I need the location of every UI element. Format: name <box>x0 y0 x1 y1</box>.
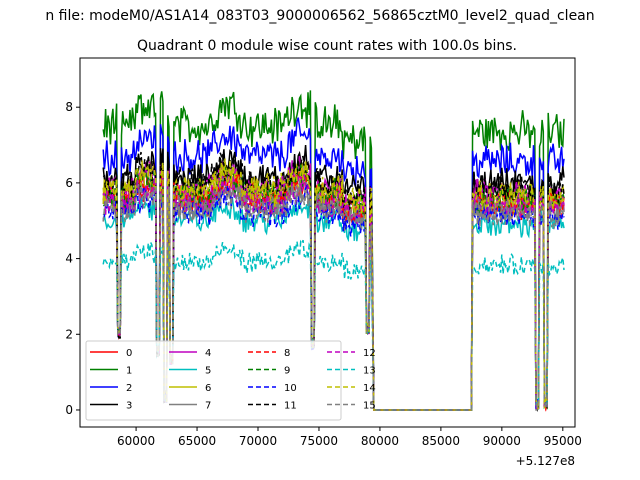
x-axis-offset-label: +5.127e8 <box>516 454 575 468</box>
x-axis: 60000 65000 70000 75000 80000 85000 90000 95000 <box>117 427 582 448</box>
x-tick-label: 65000 <box>178 434 216 448</box>
figure-suptitle: n file: modeM0/AS1A14_083T03_9000006562_… <box>45 8 594 24</box>
legend-label: 15 <box>363 401 376 412</box>
y-tick-label: 0 <box>65 403 73 417</box>
legend-label: 0 <box>126 348 132 359</box>
legend-label: 1 <box>126 366 132 377</box>
legend-box <box>85 340 342 421</box>
series-line-12 <box>102 171 565 411</box>
legend-label: 8 <box>284 348 290 359</box>
y-tick-label: 8 <box>65 100 73 114</box>
series-line-14 <box>102 158 565 411</box>
legend-label: 2 <box>126 383 132 394</box>
chart-title: Quadrant 0 module wise count rates with … <box>137 38 517 54</box>
legend-label: 3 <box>126 401 132 412</box>
legend-label: 6 <box>205 383 211 394</box>
legend-label: 4 <box>205 348 211 359</box>
x-tick-label: 80000 <box>361 434 399 448</box>
y-tick-label: 4 <box>65 252 73 266</box>
x-tick-label: 90000 <box>483 434 521 448</box>
y-axis: 0 2 4 6 8 <box>65 100 80 417</box>
series-line-11 <box>102 151 565 411</box>
legend-label: 5 <box>205 366 211 377</box>
x-tick-label: 75000 <box>300 434 338 448</box>
y-tick-label: 2 <box>65 327 73 341</box>
x-tick-label: 70000 <box>239 434 277 448</box>
legend-label: 14 <box>363 383 376 394</box>
legend-label: 10 <box>284 383 297 394</box>
x-tick-label: 60000 <box>117 434 155 448</box>
legend-label: 9 <box>284 366 290 377</box>
series-layer <box>102 90 565 413</box>
legend-label: 12 <box>363 348 376 359</box>
y-tick-label: 6 <box>65 176 73 190</box>
series-line-15 <box>102 180 565 411</box>
x-tick-label: 85000 <box>422 434 460 448</box>
legend-label: 13 <box>363 366 376 377</box>
x-tick-label: 95000 <box>544 434 582 448</box>
legend-label: 11 <box>284 401 297 412</box>
axes-frame <box>79 57 576 428</box>
legend-label: 7 <box>205 401 211 412</box>
